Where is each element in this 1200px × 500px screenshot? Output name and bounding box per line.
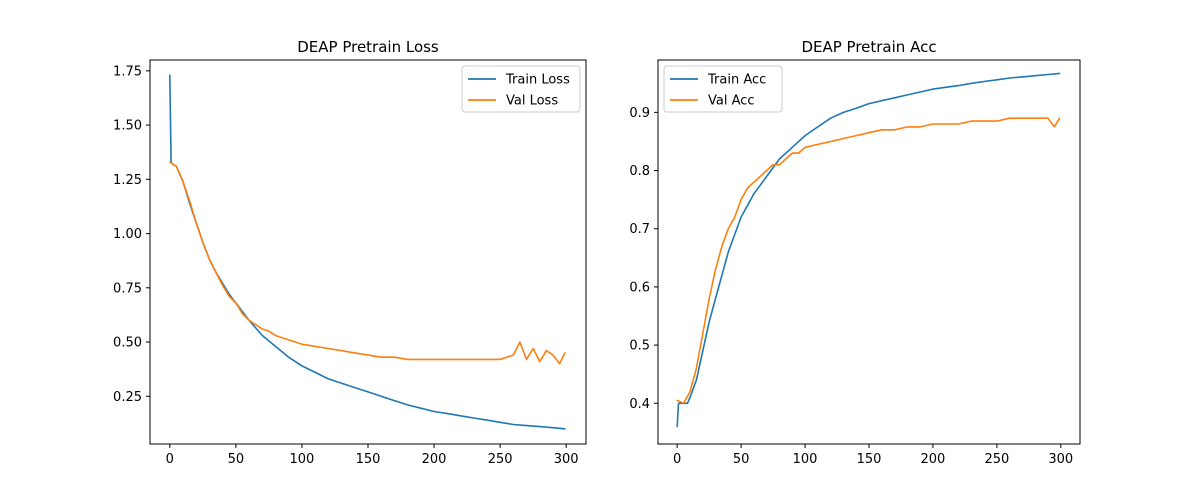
x-tick-label: 200 [921,452,946,467]
chart-title: DEAP Pretrain Acc [801,38,936,56]
series-line-train-loss [169,74,566,430]
y-tick-label: 1.50 [113,119,142,134]
x-tick-label: 50 [228,452,245,467]
y-tick-label: 0.5 [629,339,650,354]
legend-label: Train Loss [505,73,570,88]
x-tick-label: 250 [488,452,513,467]
y-tick-label: 0.25 [113,390,142,405]
legend-label: Train Acc [707,73,766,88]
y-tick-label: 0.9 [629,106,650,121]
x-tick-label: 300 [1048,452,1073,467]
x-tick-label: 150 [857,452,882,467]
x-tick-label: 100 [793,452,818,467]
chart-panel-loss: DEAP Pretrain Loss 0 50 100 150 200 250 300 0.25… [113,38,587,467]
plot-area-frame [149,59,587,445]
legend: Train Loss Val Loss [461,65,581,113]
legend-label: Val Loss [506,94,558,109]
x-tick-label: 150 [356,452,381,467]
y-tick-label: 0.4 [629,397,650,412]
y-tick-label: 0.50 [113,336,142,351]
x-tick-label: 250 [984,452,1009,467]
y-tick-label: 0.75 [113,281,142,296]
y-tick-label: 1.00 [113,227,142,242]
y-tick-label: 1.25 [113,173,142,188]
chart-title: DEAP Pretrain Loss [297,38,439,56]
y-tick-label: 1.75 [113,64,142,79]
series-line-val-loss [169,161,566,365]
x-tick-label: 50 [733,452,750,467]
y-tick-label: 0.6 [629,280,650,295]
legend: Train Acc Val Acc [663,65,783,113]
x-tick-label: 300 [554,452,579,467]
series-line-train-acc [676,72,1061,428]
x-tick-label: 0 [673,452,681,467]
x-tick-label: 0 [166,452,174,467]
y-tick-label: 0.7 [629,222,650,237]
chart-panel-acc: DEAP Pretrain Acc 0 50 100 150 200 250 300 0.4 0.… [629,38,1081,467]
y-tick-label: 0.8 [629,164,650,179]
series-line-val-acc [676,117,1061,405]
x-tick-label: 200 [422,452,447,467]
x-tick-label: 100 [290,452,315,467]
legend-label: Val Acc [708,94,755,109]
